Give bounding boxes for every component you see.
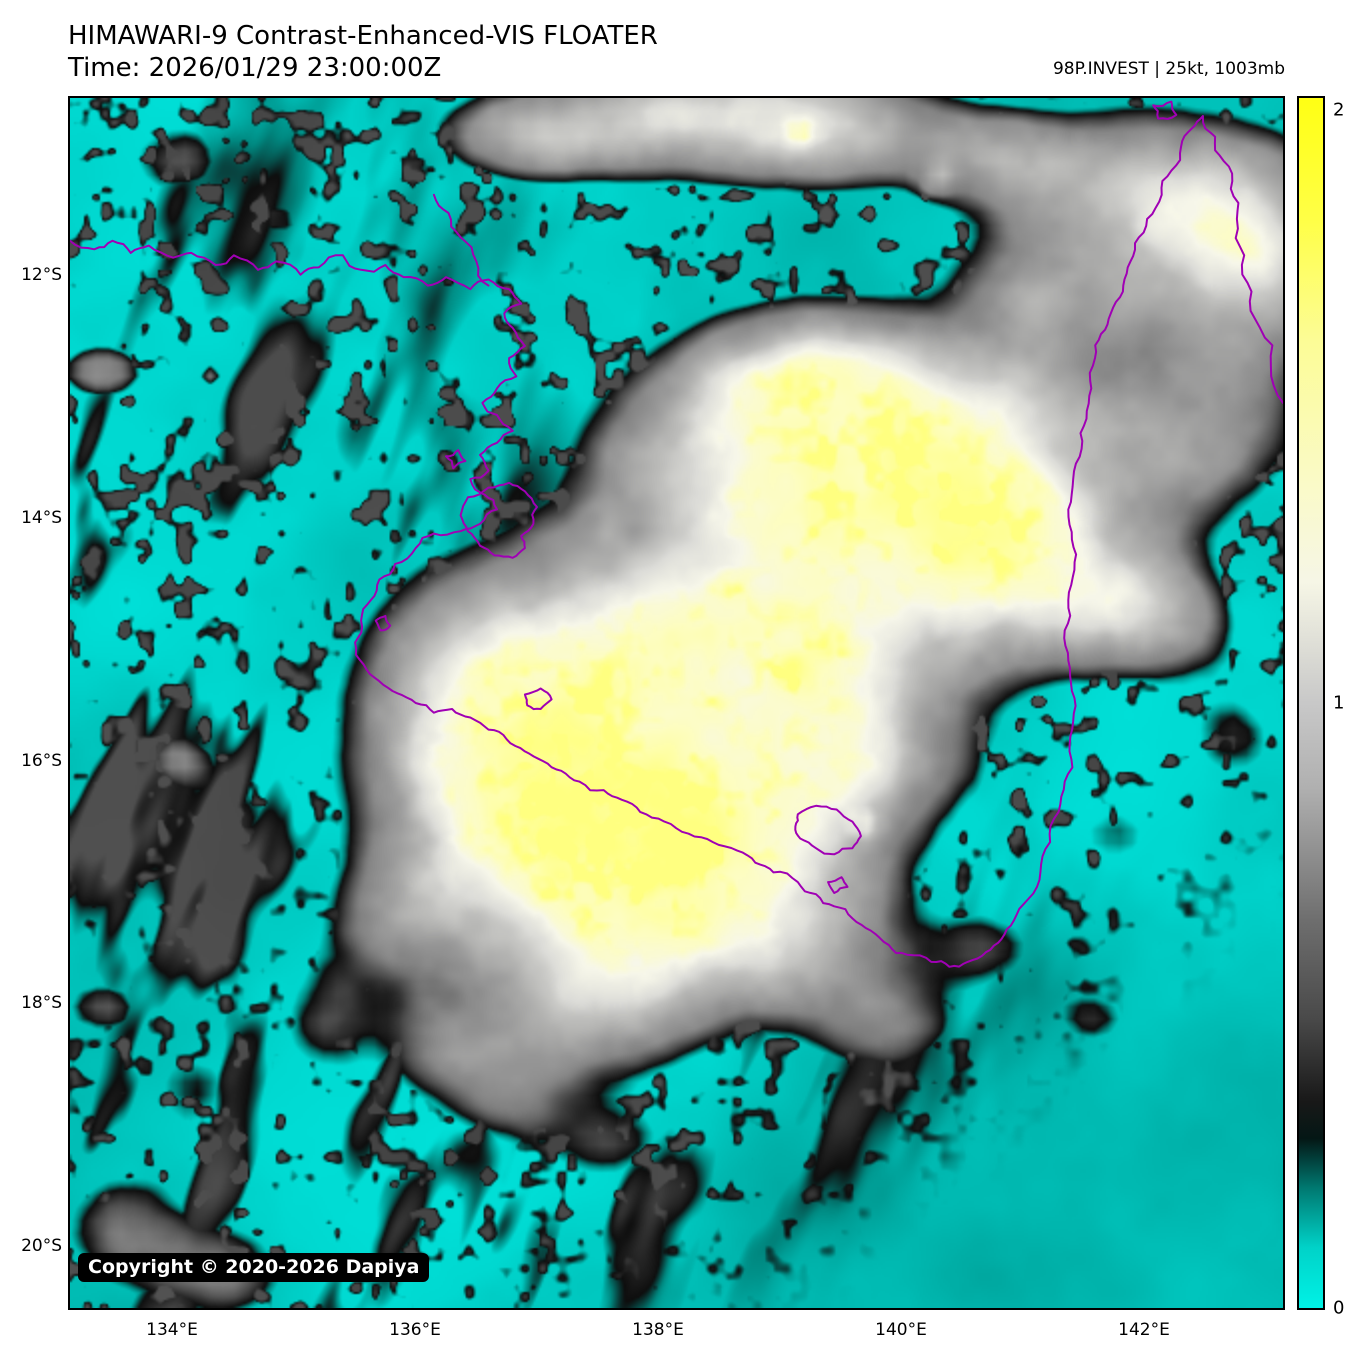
y-axis-tick-18s: 18°S [21, 993, 62, 1013]
y-axis-tick-12s: 12°S [21, 265, 62, 285]
satellite-image-canvas [70, 98, 1283, 1308]
colorbar-tick-1: 1 [1333, 692, 1345, 714]
page-title: HIMAWARI-9 Contrast-Enhanced-VIS FLOATER [68, 21, 658, 51]
x-axis-tick-134e: 134°E [146, 1320, 198, 1340]
x-axis-tick-136e: 136°E [389, 1320, 441, 1340]
y-axis-tick-20s: 20°S [21, 1236, 62, 1256]
colorbar-tick-0: 0 [1333, 1297, 1345, 1319]
y-axis-tick-14s: 14°S [21, 508, 62, 528]
satellite-map-frame: Copyright © 2020-2026 Dapiya [68, 96, 1285, 1310]
storm-info-label: 98P.INVEST | 25kt, 1003mb [1052, 59, 1285, 79]
timestamp-label: Time: 2026/01/29 23:00:00Z [68, 53, 442, 83]
colorbar-tick-2: 2 [1333, 99, 1345, 121]
copyright-badge: Copyright © 2020-2026 Dapiya [78, 1253, 430, 1282]
y-axis-tick-16s: 16°S [21, 751, 62, 771]
colorbar [1297, 96, 1325, 1310]
x-axis-tick-142e: 142°E [1118, 1320, 1170, 1340]
x-axis-tick-140e: 140°E [875, 1320, 927, 1340]
x-axis-tick-138e: 138°E [632, 1320, 684, 1340]
